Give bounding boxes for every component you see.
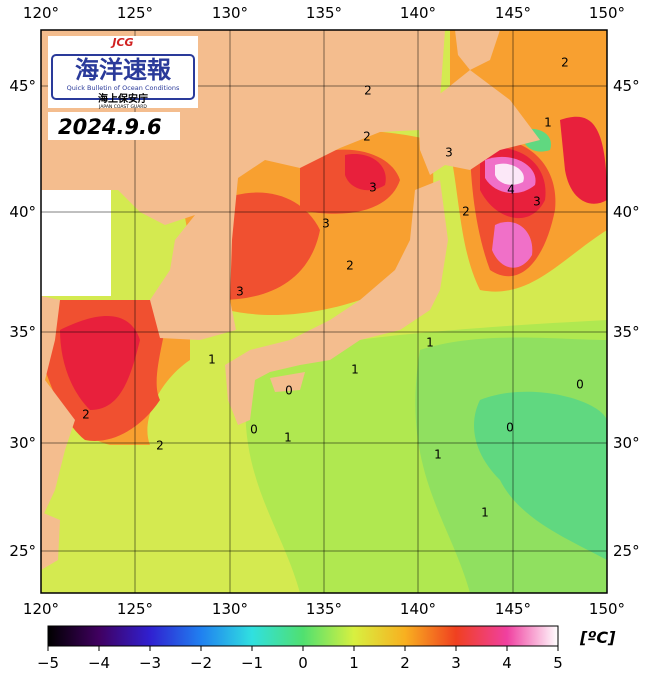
contour-label: 0 xyxy=(250,423,258,437)
colorbar-tick-label: 1 xyxy=(349,654,359,672)
colorbar-unit: [ºC] xyxy=(579,628,616,647)
lat-label: 35° xyxy=(613,323,640,341)
logo-abbr: JCG xyxy=(110,36,133,49)
no-data-area xyxy=(41,190,111,296)
map-frame xyxy=(40,29,608,594)
colorbar-tick-label: −1 xyxy=(241,654,263,672)
logo-title: 海洋速報 xyxy=(75,56,172,84)
contour-label: 3 xyxy=(445,146,453,160)
contour-label: 1 xyxy=(426,336,434,350)
grid xyxy=(41,30,607,593)
anomaly-region xyxy=(495,163,524,185)
map-area: 2 2 2 3 3 3 4 3 2 2 3 1 1 1 0 0 1 2 2 1 … xyxy=(41,30,607,593)
lon-label: 140° xyxy=(400,600,436,618)
contour-label: 1 xyxy=(351,363,359,377)
anomaly-region xyxy=(345,154,386,191)
lat-label: 25° xyxy=(613,542,640,560)
contour-label: 3 xyxy=(236,285,244,299)
land xyxy=(41,296,75,520)
colorbar-tick-label: 3 xyxy=(451,654,461,672)
contour-labels: 2 2 2 3 3 3 4 3 2 2 3 1 1 1 0 0 1 2 2 1 … xyxy=(82,56,584,520)
land xyxy=(270,372,305,392)
contour-label: 0 xyxy=(576,378,584,392)
colorbar-tick-label: 4 xyxy=(502,654,512,672)
lon-label: 125° xyxy=(117,600,153,618)
logo: JCG 海洋速報 Quick Bulletin of Ocean Conditi… xyxy=(48,36,198,140)
logo-subtitle: Quick Bulletin of Ocean Conditions xyxy=(67,84,180,92)
colorbar-tick-label: 0 xyxy=(298,654,308,672)
contour-label: 1 xyxy=(284,431,292,445)
contour-label: 0 xyxy=(285,384,293,398)
contour-label: 2 xyxy=(363,130,371,144)
lon-label: 135° xyxy=(306,4,342,22)
lon-label: 150° xyxy=(589,600,625,618)
contour-label: 1 xyxy=(434,448,442,462)
anomaly-region xyxy=(474,391,607,560)
contour-label: 1 xyxy=(481,506,489,520)
colorbar: −5 −4 −3 −2 −1 0 1 2 3 4 5 [ºC] xyxy=(37,625,616,672)
anomaly-region xyxy=(560,116,607,204)
lat-label: 30° xyxy=(613,434,640,452)
contour-label: 3 xyxy=(369,181,377,195)
lat-label: 35° xyxy=(9,323,36,341)
logo-agency: 海上保安庁 xyxy=(98,92,148,105)
contour-label: 2 xyxy=(82,408,90,422)
colorbar-tick-label: −3 xyxy=(139,654,161,672)
lon-label: 150° xyxy=(589,4,625,22)
contour-label: 4 xyxy=(507,183,515,197)
colorbar-scale xyxy=(47,625,559,647)
lon-label: 130° xyxy=(212,600,248,618)
date: 2024.9.6 xyxy=(58,115,162,139)
colorbar-tick-label: 2 xyxy=(400,654,410,672)
lon-label: 140° xyxy=(400,4,436,22)
contour-label: 1 xyxy=(544,116,552,130)
lat-label: 45° xyxy=(9,77,36,95)
lon-label: 120° xyxy=(23,600,59,618)
lon-label: 145° xyxy=(495,4,531,22)
lon-label: 130° xyxy=(212,4,248,22)
lon-label: 135° xyxy=(306,600,342,618)
land xyxy=(41,512,60,570)
axis-labels: 120° 125° 130° 135° 140° 145° 150° 120° … xyxy=(9,4,639,618)
lon-label: 145° xyxy=(495,600,531,618)
colorbar-tick-label: 5 xyxy=(553,654,563,672)
colorbar-tick-label: −2 xyxy=(190,654,212,672)
contour-label: 2 xyxy=(561,56,569,70)
anomaly-region xyxy=(492,221,533,268)
contour-label: 2 xyxy=(346,259,354,273)
contour-label: 2 xyxy=(364,84,372,98)
lat-label: 30° xyxy=(9,434,36,452)
land xyxy=(455,30,500,70)
land xyxy=(225,180,448,425)
lat-label: 25° xyxy=(9,542,36,560)
lon-label: 120° xyxy=(23,4,59,22)
contour-label: 2 xyxy=(156,439,164,453)
lat-label: 40° xyxy=(613,203,640,221)
contour-label: 3 xyxy=(322,217,330,231)
land xyxy=(418,70,540,175)
anomaly-region xyxy=(60,316,140,410)
colorbar-tick-label: −5 xyxy=(37,654,59,672)
logo-agency-en: JAPAN COAST GUARD xyxy=(98,104,147,110)
lat-label: 40° xyxy=(9,203,36,221)
contour-label: 0 xyxy=(506,421,514,435)
lon-label: 125° xyxy=(117,4,153,22)
lat-label: 45° xyxy=(613,77,640,95)
contour-label: 3 xyxy=(533,195,541,209)
contour-label: 2 xyxy=(462,205,470,219)
colorbar-tick-label: −4 xyxy=(88,654,110,672)
contour-label: 1 xyxy=(208,353,216,367)
